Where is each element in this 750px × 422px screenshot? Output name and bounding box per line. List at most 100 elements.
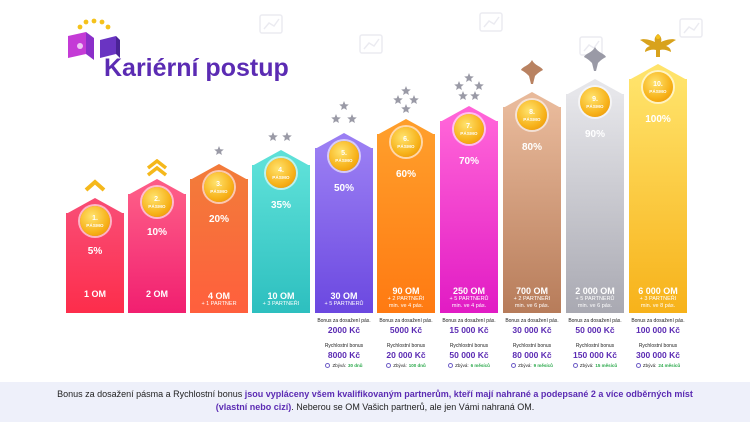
requirement-om: 2 OM <box>145 289 168 299</box>
bonus-label: Bonus za dosažení pás. <box>317 318 371 324</box>
clock-icon <box>386 363 392 368</box>
level-pillar-2: 2. PÁSMO 10% 2 OM <box>128 179 186 313</box>
remaining-value: 15 měsíců <box>595 363 618 368</box>
requirement-partners: + 5 PARTNERŮ <box>449 296 489 302</box>
commission-percent: 50% <box>333 183 354 194</box>
level-badge: 10. PÁSMO <box>643 72 673 102</box>
level-pillar-9: 9. PÁSMO 90% 2 000 OM + 5 PARTNERŮ min. … <box>566 79 624 313</box>
level-pillar-8: 8. PÁSMO 80% 700 OM + 2 PARTNEŘI min. ve… <box>503 92 561 313</box>
five-stars-icon <box>450 72 488 107</box>
level-requirement: 10 OM + 3 PARTNEŘI <box>252 291 310 308</box>
level-requirement: 700 OM + 2 PARTNEŘI min. ve 6 pás. <box>503 286 561 309</box>
commission-percent: 35% <box>270 200 291 211</box>
level-requirement: 4 OM + 1 PARTNER <box>190 291 248 308</box>
bonus-column-10: Bonus za dosažení pás. 100 000 Kč Rychlo… <box>628 318 688 368</box>
pillar-body <box>629 79 687 313</box>
requirement-om: 6 000 OM <box>638 286 678 296</box>
commission-percent: 90% <box>584 129 605 140</box>
bonus-value: 2000 Kč <box>327 325 361 335</box>
level-requirement: 2 OM <box>128 289 186 299</box>
bonus-label: Bonus za dosažení pás. <box>631 318 685 324</box>
requirement-partners: + 1 PARTNER <box>201 300 237 307</box>
fast-bonus-label: Rychlostní bonus <box>512 343 552 349</box>
level-number: 3. <box>216 180 222 188</box>
level-label: PÁSMO <box>86 222 104 228</box>
fast-bonus-label: Rychlostní bonus <box>638 343 678 349</box>
commission-percent: 10% <box>146 227 167 238</box>
remaining-value: 24 měsíců <box>658 363 681 368</box>
remaining-time: Zbývá: 9 měsíců <box>502 363 562 368</box>
requirement-partners: + 2 PARTNEŘI <box>387 296 425 302</box>
level-pillar-5: 5. PÁSMO 50% 30 OM + 5 PARTNERŮ <box>315 133 373 313</box>
level-pillar-3: 3. PÁSMO 20% 4 OM + 1 PARTNER <box>190 164 248 313</box>
remaining-time: Zbývá: 100 dnů <box>376 363 436 368</box>
footer-text-part3: . Neberou se OM Vašich partnerů, ale jen… <box>291 402 535 412</box>
remaining-time: Zbývá: 15 měsíců <box>565 363 625 368</box>
level-number: 2. <box>154 195 160 203</box>
page-title: Kariérní postup <box>104 54 289 82</box>
fast-bonus-label: Rychlostní bonus <box>575 343 615 349</box>
bonus-column-6: Bonus za dosažení pás. 5000 Kč Rychlostn… <box>376 318 436 368</box>
requirement-partners: + 2 PARTNEŘI <box>513 296 551 302</box>
level-pillar-6: 6. PÁSMO 60% 90 OM + 2 PARTNEŘI min. ve … <box>377 119 435 313</box>
clock-icon <box>325 363 331 368</box>
requirement-partners: + 3 PARTNEŘI <box>639 296 677 302</box>
level-requirement: 30 OM + 5 PARTNERŮ <box>315 291 373 308</box>
remaining-label: Zbývá: <box>579 363 594 368</box>
requirement-om: 700 OM <box>515 286 548 296</box>
footer-text-part1: Bonus za dosažení pásma a Rychlostní bon… <box>57 389 245 399</box>
commission-percent: 5% <box>87 246 103 257</box>
level-badge: 6. PÁSMO <box>391 127 421 157</box>
pillar-body <box>440 121 498 313</box>
remaining-label: Zbývá: <box>642 363 657 368</box>
level-badge: 9. PÁSMO <box>580 87 610 117</box>
remaining-time: Zbývá: 6 měsíců <box>439 363 499 368</box>
requirement-om: 30 OM <box>330 290 358 301</box>
level-label: PÁSMO <box>397 143 415 149</box>
footer-note: Bonus za dosažení pásma a Rychlostní bon… <box>0 382 750 422</box>
pillar-body <box>377 134 435 313</box>
level-badge: 4. PÁSMO <box>266 158 296 188</box>
clock-icon <box>511 363 517 368</box>
bonus-column-5: Bonus za dosažení pás. 2000 Kč Rychlostn… <box>314 318 374 368</box>
level-requirement: 6 000 OM + 3 PARTNEŘI min. ve 8 pás. <box>629 286 687 309</box>
pillar-body <box>566 94 624 313</box>
level-number: 5. <box>341 149 347 157</box>
level-badge: 8. PÁSMO <box>517 100 547 130</box>
level-label: PÁSMO <box>523 116 541 122</box>
commission-percent: 60% <box>395 169 416 180</box>
clock-icon <box>572 363 578 368</box>
footer-text-highlight: jsou vypláceny všem kvalifikovaným partn… <box>215 389 693 412</box>
double-chevron-icon <box>145 158 169 182</box>
background-chart-decoration <box>250 5 730 85</box>
pillar-body <box>315 148 373 313</box>
header: Kariérní postup <box>60 10 360 90</box>
remaining-value: 100 dnů <box>408 363 426 368</box>
level-requirement: 2 000 OM + 5 PARTNERŮ min. ve 6 pás. <box>566 286 624 309</box>
fast-bonus-value: 8000 Kč <box>327 350 361 360</box>
level-number: 8. <box>529 108 535 116</box>
remaining-time: Zbývá: 30 dnů <box>314 363 374 368</box>
requirement-min-level: min. ve 6 pás. <box>514 302 550 309</box>
bonus-value: 50 000 Kč <box>575 325 615 335</box>
remaining-label: Zbývá: <box>518 363 532 368</box>
requirement-partners: + 5 PARTNERŮ <box>575 296 615 302</box>
requirement-om: 10 OM <box>267 290 295 301</box>
fast-bonus-value: 150 000 Kč <box>573 350 617 360</box>
level-requirement: 250 OM + 5 PARTNERŮ min. ve 4 pás. <box>440 286 498 309</box>
eagle-icon <box>638 30 678 65</box>
level-pillar-4: 4. PÁSMO 35% 10 OM + 3 PARTNEŘI <box>252 150 310 313</box>
requirement-om: 90 OM <box>392 286 420 296</box>
requirement-om: 250 OM <box>452 286 485 296</box>
bonus-label: Bonus za dosažení pás. <box>442 318 496 324</box>
level-badge: 3. PÁSMO <box>204 172 234 202</box>
remaining-value: 30 dnů <box>348 363 363 368</box>
level-number: 6. <box>403 135 409 143</box>
requirement-min-level: min. ve 4 pás. <box>451 302 487 309</box>
level-label: PÁSMO <box>460 130 478 136</box>
level-number: 7. <box>466 122 472 130</box>
one-star-icon <box>211 144 227 163</box>
level-label: PÁSMO <box>586 103 604 109</box>
level-badge: 1. PÁSMO <box>80 206 110 236</box>
level-requirement: 90 OM + 2 PARTNEŘI min. ve 4 pás. <box>377 286 435 309</box>
